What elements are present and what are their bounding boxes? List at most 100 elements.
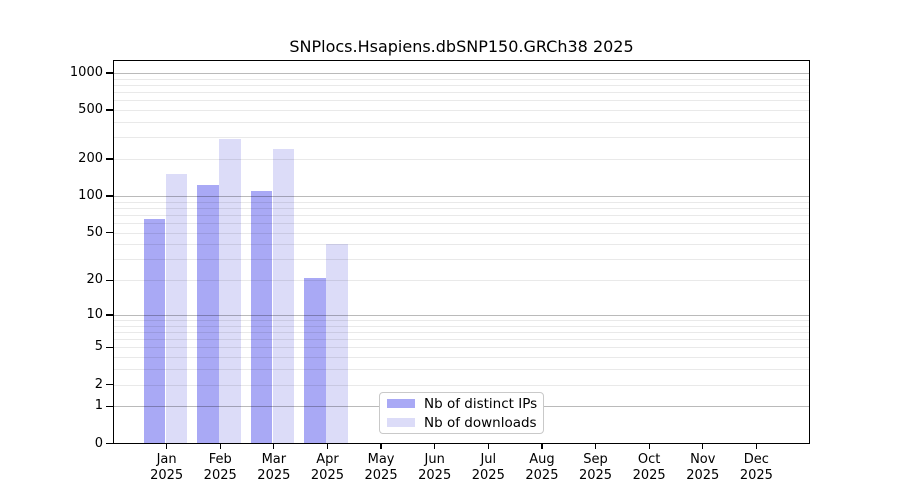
chart-title: SNPlocs.Hsapiens.dbSNP150.GRCh38 2025 xyxy=(289,37,634,56)
gridline-minor xyxy=(113,78,810,80)
gridline-minor xyxy=(113,339,810,341)
x-axis-month-label: Apr xyxy=(316,452,339,467)
x-axis-year-label: 2025 xyxy=(578,468,613,483)
y-axis-tick-label: 50 xyxy=(86,224,103,240)
gridline-minor xyxy=(113,384,810,386)
x-axis-year-label: 2025 xyxy=(364,468,398,483)
bar-downloads-apr xyxy=(326,244,348,444)
gridline-major xyxy=(113,73,810,74)
x-axis-tick-label: Apr 2025 xyxy=(295,452,359,484)
x-axis-month-label: Sep xyxy=(583,452,608,467)
downloads-color-swatch xyxy=(387,418,415,427)
bar-downloads-mar xyxy=(272,149,295,444)
x-axis-year-label: 2025 xyxy=(686,468,720,483)
gridline-minor xyxy=(113,369,810,371)
x-axis-month-label: Dec xyxy=(743,452,769,467)
gridline-minor xyxy=(113,331,810,333)
x-axis-tick xyxy=(594,443,597,449)
gridline-minor xyxy=(113,280,810,282)
x-axis-tick-label: Sep 2025 xyxy=(564,452,628,484)
legend: Nb of distinct IPs Nb of downloads xyxy=(379,392,544,434)
legend-item-distinct-ips: Nb of distinct IPs xyxy=(380,396,543,412)
x-axis-tick-label: Feb 2025 xyxy=(188,452,252,484)
x-axis-month-label: Jul xyxy=(480,452,497,467)
y-axis-tick xyxy=(106,231,113,234)
y-axis-tick-label: 100 xyxy=(78,188,103,203)
bar-downloads-feb xyxy=(219,139,241,444)
x-axis-year-label: 2025 xyxy=(525,468,559,483)
gridline-minor xyxy=(113,347,810,349)
gridline-major xyxy=(113,196,810,197)
x-axis-year-label: 2025 xyxy=(310,468,344,483)
x-axis-month-label: Mar xyxy=(261,452,287,467)
x-axis-tick-label: Oct 2025 xyxy=(617,452,681,484)
x-axis-month-label: Jun xyxy=(424,452,445,467)
bar-downloads-jan xyxy=(165,174,188,444)
x-axis-tick-label: May 2025 xyxy=(349,452,413,484)
bar-distinct-ips-feb xyxy=(197,185,219,444)
x-axis-tick xyxy=(648,443,650,449)
x-axis-year-label: 2025 xyxy=(418,468,452,483)
y-axis-tick xyxy=(106,383,113,386)
x-axis-month-label: Feb xyxy=(208,452,232,467)
x-axis-tick-label: Jul 2025 xyxy=(456,452,520,484)
gridline-minor xyxy=(113,320,810,322)
gridline-minor xyxy=(113,137,810,139)
gridline-minor xyxy=(113,259,810,261)
plot-area xyxy=(113,60,810,444)
x-axis-tick-label: Jun 2025 xyxy=(403,452,467,484)
x-axis-tick xyxy=(487,443,489,449)
gridline-minor xyxy=(113,110,810,112)
bar-distinct-ips-mar xyxy=(250,191,273,444)
x-axis-month-label: May xyxy=(367,452,395,467)
gridline-minor xyxy=(113,84,810,86)
y-axis-tick-label: 2 xyxy=(94,376,103,392)
x-axis-year-label: 2025 xyxy=(203,468,237,483)
distinct-ips-color-swatch xyxy=(387,399,415,408)
bar-distinct-ips-jan xyxy=(143,218,166,444)
gridline-minor xyxy=(113,201,810,203)
gridline-minor xyxy=(113,244,810,246)
x-axis-tick xyxy=(434,443,436,449)
gridline-minor xyxy=(113,122,810,124)
x-axis-tick xyxy=(273,443,275,449)
gridline-minor xyxy=(113,214,810,216)
y-axis-tick xyxy=(106,405,113,407)
x-axis-year-label: 2025 xyxy=(257,468,291,483)
gridline-minor xyxy=(113,325,810,327)
y-axis-tick xyxy=(106,314,113,316)
gridline-minor xyxy=(113,207,810,209)
gridline-minor xyxy=(113,357,810,359)
x-axis-tick xyxy=(380,443,382,449)
y-axis-tick-label: 5 xyxy=(94,339,103,355)
x-axis-year-label: 2025 xyxy=(632,468,666,483)
bar-distinct-ips-apr xyxy=(304,277,326,444)
y-axis-tick xyxy=(106,195,113,197)
gridline-minor xyxy=(113,223,810,225)
y-axis-tick xyxy=(106,346,113,349)
y-axis-tick-label: 200 xyxy=(78,151,103,167)
x-axis-tick xyxy=(219,443,221,449)
x-axis-tick-label: Mar 2025 xyxy=(242,452,306,484)
y-axis-tick xyxy=(106,442,113,445)
x-axis-month-label: Oct xyxy=(637,452,661,467)
gridline-minor xyxy=(113,159,810,161)
x-axis-month-label: Jan xyxy=(156,452,177,467)
y-axis-tick-label: 1000 xyxy=(69,65,103,80)
x-axis-tick xyxy=(755,443,758,449)
y-axis-tick-label: 500 xyxy=(78,102,103,118)
y-axis-tick xyxy=(106,109,113,111)
legend-item-downloads: Nb of downloads xyxy=(380,415,543,431)
x-axis-year-label: 2025 xyxy=(150,468,184,483)
x-axis-tick xyxy=(702,443,704,449)
x-axis-month-label: Nov xyxy=(690,452,716,467)
y-axis-tick-label: 1 xyxy=(94,398,103,414)
x-axis-tick xyxy=(326,443,329,449)
gridline-minor xyxy=(113,100,810,102)
y-axis-tick-label: 10 xyxy=(86,306,103,322)
x-axis-month-label: Aug xyxy=(529,452,555,467)
y-axis-tick-label: 0 xyxy=(94,435,103,451)
y-axis-tick xyxy=(106,158,113,160)
x-axis-year-label: 2025 xyxy=(471,468,505,483)
